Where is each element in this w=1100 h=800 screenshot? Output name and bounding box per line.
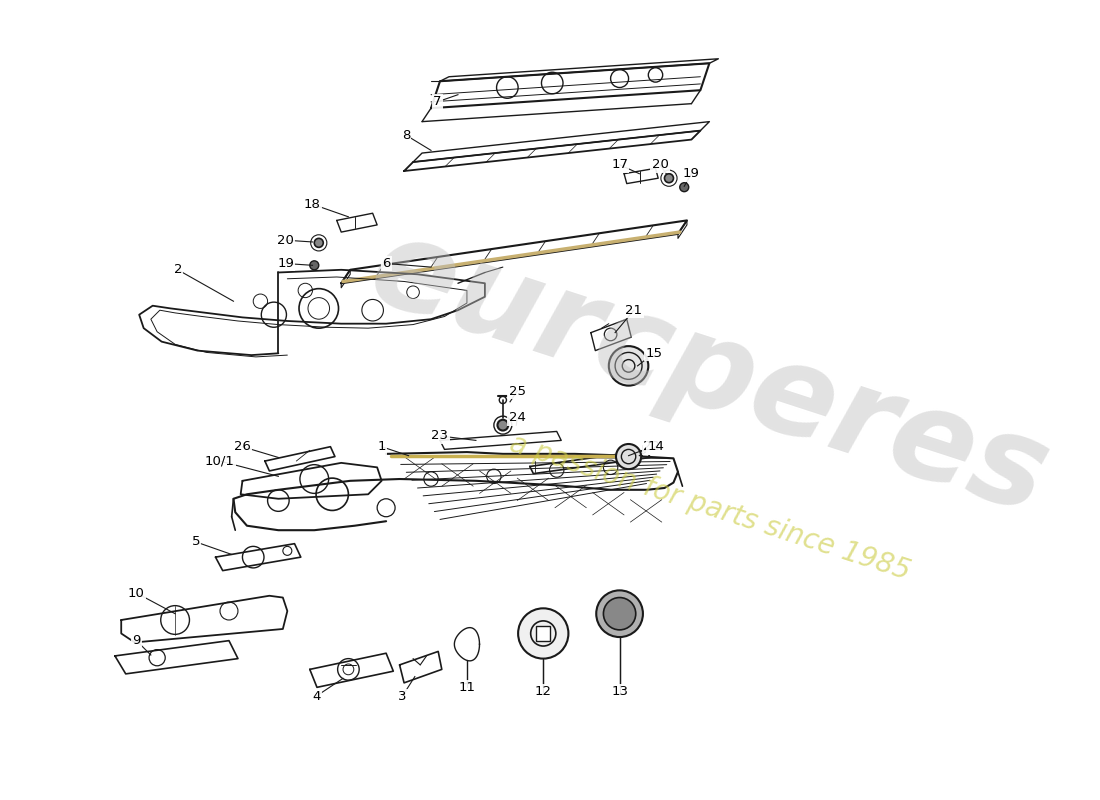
Circle shape — [315, 238, 323, 247]
Circle shape — [518, 608, 569, 658]
Text: 25: 25 — [508, 385, 526, 398]
Text: 22: 22 — [644, 440, 660, 453]
Text: 15: 15 — [646, 347, 662, 360]
Text: 20: 20 — [277, 234, 294, 246]
Circle shape — [604, 598, 636, 630]
Circle shape — [680, 182, 689, 192]
Text: 24: 24 — [509, 411, 526, 425]
Text: 13: 13 — [612, 686, 628, 698]
Text: 8: 8 — [402, 129, 410, 142]
Text: 23: 23 — [431, 430, 449, 442]
Text: 3: 3 — [398, 690, 407, 703]
Text: a passion for parts since 1985: a passion for parts since 1985 — [506, 430, 913, 586]
Text: 19: 19 — [683, 167, 700, 180]
Text: eurcperes: eurcperes — [355, 206, 1063, 539]
Circle shape — [664, 174, 673, 182]
Text: 26: 26 — [234, 440, 251, 453]
Text: 11: 11 — [459, 681, 475, 694]
Text: 10/1: 10/1 — [205, 454, 235, 467]
Circle shape — [608, 346, 648, 386]
Text: 14: 14 — [647, 440, 664, 453]
Circle shape — [497, 420, 508, 430]
Text: 4: 4 — [312, 690, 320, 703]
Circle shape — [310, 261, 319, 270]
Text: 17: 17 — [612, 158, 628, 171]
Text: 5: 5 — [191, 535, 200, 548]
Text: 7: 7 — [433, 95, 441, 108]
Text: 2: 2 — [174, 263, 182, 276]
Text: 18: 18 — [304, 198, 321, 210]
Text: 19: 19 — [277, 257, 294, 270]
Text: 6: 6 — [382, 257, 390, 270]
Text: 9: 9 — [132, 634, 141, 647]
Circle shape — [596, 590, 642, 637]
Text: 20: 20 — [651, 158, 669, 171]
Text: 21: 21 — [626, 304, 642, 317]
Text: 12: 12 — [535, 686, 552, 698]
Circle shape — [616, 444, 641, 469]
Bar — [536, 626, 550, 641]
Text: 1: 1 — [377, 440, 386, 453]
Text: 10: 10 — [128, 586, 145, 599]
